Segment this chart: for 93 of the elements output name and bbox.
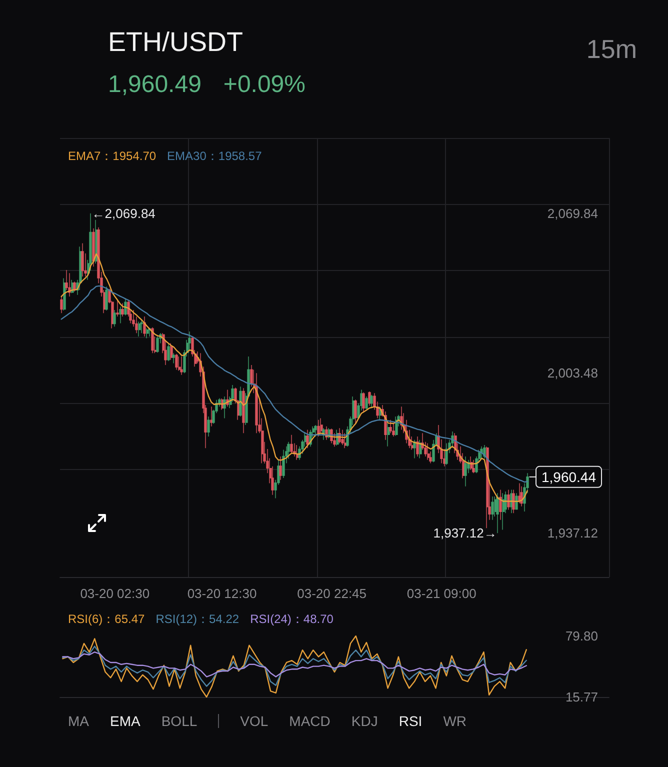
candlestick: [472, 460, 475, 474]
candlestick: [333, 432, 336, 447]
candlestick: [344, 432, 347, 448]
candlestick: [170, 342, 173, 360]
y-tick-label: 1,937.12: [547, 526, 598, 541]
candlestick: [296, 444, 299, 460]
y-tick-label: 2,003.48: [547, 366, 598, 381]
text: MA: [68, 713, 89, 729]
text: +0.09%: [223, 71, 306, 98]
candlestick: [156, 336, 159, 354]
candlestick: [306, 429, 309, 448]
candlestick: [279, 456, 282, 480]
text: RSI(12)：54.22: [156, 612, 240, 626]
candlestick: [480, 446, 483, 460]
candlestick: [119, 306, 122, 324]
line-series: [62, 651, 527, 678]
candlestick: [427, 442, 430, 460]
candlestick: [207, 416, 210, 437]
candlestick: [116, 300, 119, 317]
candlestick: [239, 386, 242, 417]
candlestick: [60, 296, 63, 314]
text: MACD: [289, 713, 330, 729]
y-tick-label: 15.77: [565, 690, 598, 704]
text: WR: [443, 713, 467, 729]
candlestick: [63, 278, 66, 311]
candlestick: [491, 496, 494, 520]
candlestick: [121, 302, 124, 317]
candlestick: [320, 418, 323, 434]
line-series: [60, 285, 528, 483]
line-series: [62, 646, 527, 687]
candlestick: [81, 242, 84, 277]
annotation: 1,937.12→: [433, 526, 497, 541]
candlestick: [290, 434, 293, 454]
text: 15m: [586, 33, 637, 65]
text: VOL: [240, 713, 268, 729]
candlestick: [172, 352, 175, 364]
candlestick: [496, 492, 499, 534]
chart-title: ETH/USDT: [108, 26, 243, 58]
candlestick: [140, 320, 143, 334]
candlestick: [392, 422, 395, 437]
x-tick-label: 03-20 02:30: [80, 586, 150, 601]
candlestick: [507, 489, 510, 510]
series-label: RSI(6)：65.47: [68, 612, 146, 626]
y-tick-label: 79.80: [565, 628, 598, 644]
candlestick: [502, 492, 505, 530]
candlestick: [282, 449, 285, 478]
text: EMA7：1954.70: [68, 149, 156, 163]
candlestick: [365, 396, 368, 410]
line-series: [62, 635, 527, 698]
candlestick: [370, 394, 373, 408]
x-tick-label: 03-20 12:30: [187, 586, 257, 601]
candlestick: [445, 442, 448, 466]
candlestick: [387, 422, 390, 447]
candlestick: [255, 372, 258, 434]
text: BOLL: [161, 713, 198, 729]
candlestick: [368, 391, 371, 406]
candlestick: [180, 356, 183, 376]
candlestick: [138, 321, 141, 337]
candlestick: [146, 328, 149, 339]
text: RSI(24)：48.70: [250, 612, 334, 626]
candlestick: [499, 489, 502, 520]
candlestick: [512, 489, 515, 514]
candlestick: [175, 354, 178, 370]
chart-subtitle: 1,960.49: [108, 71, 202, 98]
x-tick-label: 03-20 22:45: [297, 586, 367, 601]
text: KDJ: [351, 713, 378, 729]
x-tick-label: 03-21 09:00: [406, 586, 476, 601]
line-series: [60, 253, 528, 502]
candlestick: [124, 298, 127, 316]
candlestick: [518, 482, 521, 504]
candlestick: [341, 429, 344, 446]
candlestick: [92, 228, 95, 268]
candlestick: [314, 424, 317, 437]
candlestick: [105, 286, 108, 311]
candlestick: [151, 327, 154, 354]
text: EMA30：1958.57: [167, 149, 262, 163]
candlestick: [389, 420, 392, 434]
annotation: ←2,069.84: [92, 206, 156, 221]
candlestick: [464, 456, 467, 487]
candlestick: [167, 342, 170, 362]
candlestick: [362, 392, 365, 412]
text: EMA: [110, 713, 140, 729]
candlestick: [210, 406, 213, 427]
candlestick: [113, 310, 116, 328]
candlestick: [317, 420, 320, 437]
candlestick: [242, 388, 245, 434]
candlestick: [354, 399, 357, 424]
candlestick: [287, 441, 290, 460]
text: 1,960.44: [542, 468, 596, 485]
text: RSI: [398, 713, 422, 729]
candlestick: [178, 356, 181, 372]
y-tick-label: 2,069.84: [547, 206, 598, 221]
candlestick: [419, 440, 422, 459]
